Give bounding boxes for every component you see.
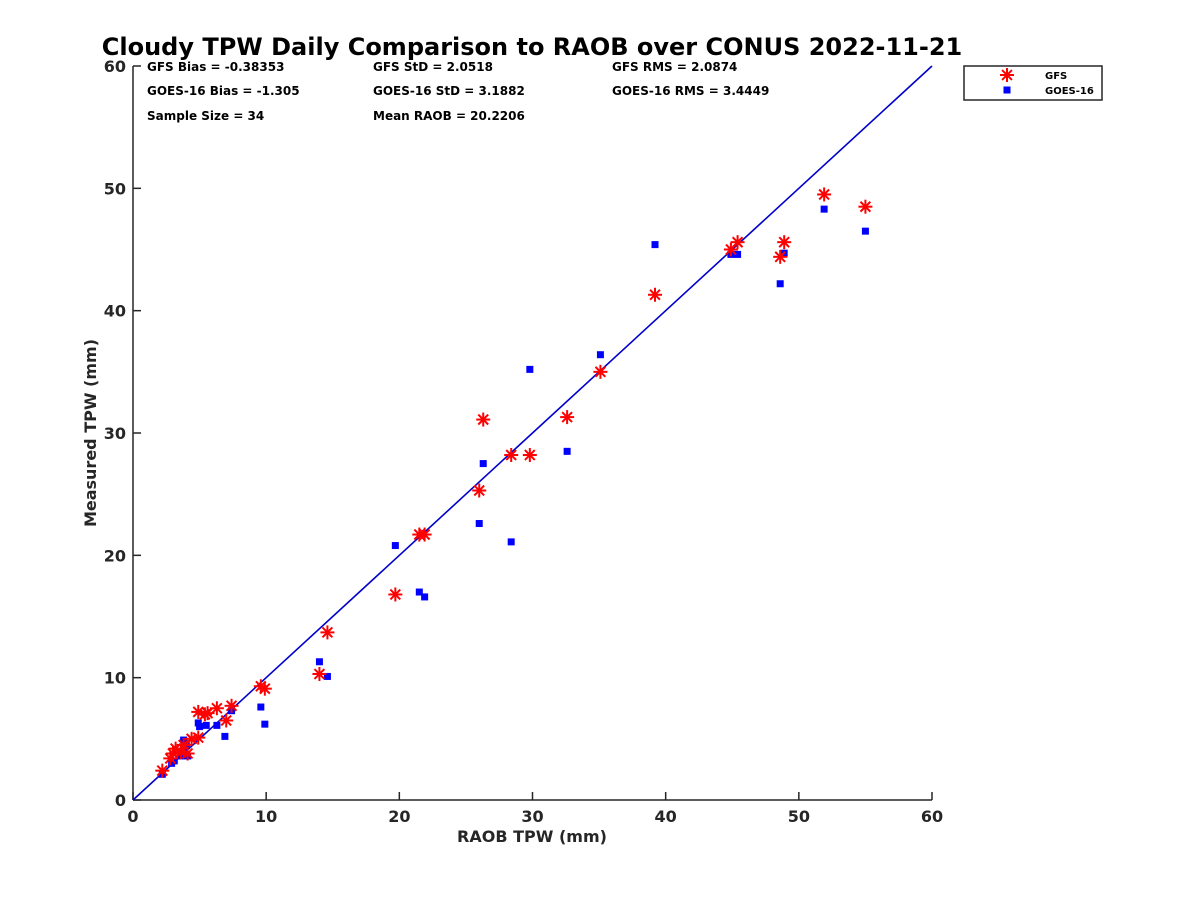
- goes-16-point: [202, 721, 210, 729]
- axes: 0 10 20 30 40 50 60 0 10 20 30 40 50 60: [104, 57, 943, 826]
- gfs-point: [155, 763, 170, 778]
- y-tick-label: 30: [104, 424, 126, 443]
- legend-gfs-asterisk-icon: [1000, 68, 1014, 82]
- legend-gfs-label: GFS: [1045, 71, 1067, 82]
- goes-16-point: [596, 351, 604, 359]
- gfs-point: [560, 410, 575, 425]
- goes-bias-text: GOES-16 Bias = -1.305: [147, 84, 300, 98]
- one-to-one-reference-line: [132, 65, 933, 801]
- legend-gfs-marker: [1000, 68, 1014, 82]
- legend-goes-marker: [1003, 86, 1011, 94]
- goes-16-point: [261, 720, 269, 728]
- gfs-point: [777, 235, 792, 250]
- gfs-point: [388, 587, 403, 602]
- y-tick-label: 40: [104, 302, 126, 321]
- x-tick-label: 0: [127, 807, 138, 826]
- goes-16-point: [820, 205, 828, 213]
- gfs-point: [504, 448, 519, 463]
- gfs-point: [320, 625, 335, 640]
- goes-16-point: [479, 460, 487, 468]
- x-tick-label: 50: [788, 807, 810, 826]
- gfs-point: [730, 235, 745, 250]
- gfs-point: [476, 412, 491, 427]
- gfs-point: [773, 249, 788, 264]
- goes-16-point: [475, 520, 483, 528]
- goes-16-point: [221, 732, 229, 740]
- goes-16-point: [776, 280, 784, 288]
- goes-16-point: [507, 538, 515, 546]
- y-tick-label: 0: [115, 791, 126, 810]
- chart-title: Cloudy TPW Daily Comparison to RAOB over…: [102, 33, 962, 61]
- goes-16-point: [194, 719, 202, 727]
- x-tick-label: 40: [655, 807, 677, 826]
- gfs-point: [817, 187, 832, 202]
- goes-16-point: [257, 703, 265, 711]
- x-tick-label: 60: [921, 807, 943, 826]
- goes-16-point: [315, 658, 323, 666]
- legend-goes-label: GOES-16: [1045, 86, 1094, 97]
- gfs-point: [200, 706, 215, 721]
- legend: GFS GOES-16: [963, 65, 1103, 101]
- goes-16-point: [391, 542, 399, 550]
- stats-annotations: GFS Bias = -0.38353 GOES-16 Bias = -1.30…: [147, 60, 769, 123]
- gfs-point: [219, 713, 234, 728]
- goes-16-point: [651, 241, 659, 249]
- x-tick-label: 10: [255, 807, 277, 826]
- y-tick-label: 20: [104, 546, 126, 565]
- gfs-rms-text: GFS RMS = 2.0874: [612, 60, 737, 74]
- goes-16-point: [415, 588, 423, 596]
- goes-16-point: [323, 672, 331, 680]
- x-tick-label: 20: [388, 807, 410, 826]
- y-tick-label: 50: [104, 179, 126, 198]
- legend-box: [963, 65, 1103, 101]
- y-tick-label: 10: [104, 669, 126, 688]
- gfs-point: [312, 666, 327, 681]
- gfs-point: [209, 701, 224, 716]
- goes-16-point: [421, 593, 429, 601]
- goes-16-point: [734, 250, 742, 258]
- gfs-point: [522, 448, 537, 463]
- x-axis-label: RAOB TPW (mm): [457, 827, 607, 846]
- x-tick-label: 30: [521, 807, 543, 826]
- sample-size-text: Sample Size = 34: [147, 109, 264, 123]
- goes-16-point: [563, 447, 571, 455]
- gfs-point: [191, 730, 206, 745]
- gfs-point: [648, 287, 663, 302]
- y-axis-label: Measured TPW (mm): [81, 339, 100, 527]
- goes-rms-text: GOES-16 RMS = 3.4449: [612, 84, 769, 98]
- gfs-points: [155, 187, 873, 778]
- gfs-point: [472, 483, 487, 498]
- gfs-point: [593, 364, 608, 379]
- legend-goes-square-icon: [1003, 86, 1011, 94]
- goes-16-point: [861, 227, 869, 235]
- goes-std-text: GOES-16 StD = 3.1882: [373, 84, 525, 98]
- goes-16-point: [213, 721, 221, 729]
- goes-16-point: [196, 723, 204, 731]
- gfs-std-text: GFS StD = 2.0518: [373, 60, 493, 74]
- gfs-point: [224, 698, 239, 713]
- mean-raob-text: Mean RAOB = 20.2206: [373, 109, 525, 123]
- goes-16-point: [526, 365, 534, 373]
- gfs-point: [180, 746, 195, 761]
- gfs-point: [858, 199, 873, 214]
- y-tick-label: 60: [104, 57, 126, 76]
- gfs-point: [257, 681, 272, 696]
- gfs-point: [417, 527, 432, 542]
- goes-16-point: [170, 757, 178, 765]
- gfs-bias-text: GFS Bias = -0.38353: [147, 60, 284, 74]
